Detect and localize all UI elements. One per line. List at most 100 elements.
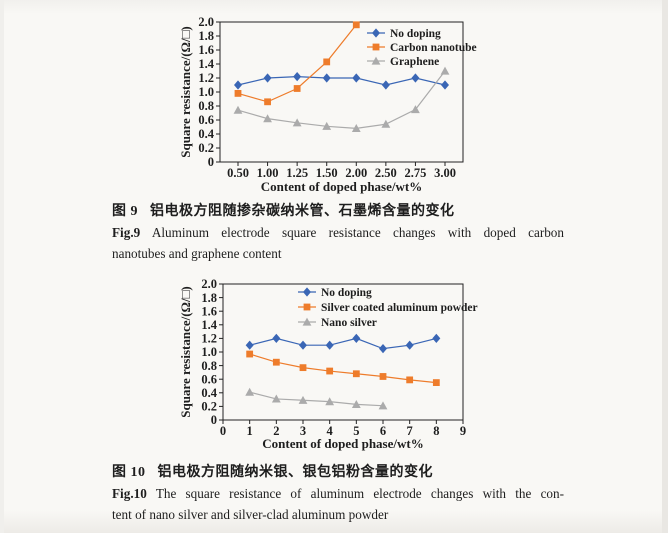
x-axis-title: Content of doped phase/wt%: [262, 436, 423, 451]
series-no-doping: [245, 333, 441, 354]
y-tick-label: 1.2: [201, 332, 217, 346]
square-marker-icon: [372, 43, 380, 51]
diamond-marker-icon: [379, 344, 387, 354]
y-tick-label: 1.0: [198, 85, 214, 99]
fig10-caption-zh-text: 铝电极方阻随纳米银、银包铝粉含量的变化: [157, 465, 433, 480]
triangle-marker-icon: [378, 401, 388, 410]
fig10-caption-en-line2: tent of nano silver and silver-clad alum…: [112, 507, 389, 522]
series-silver-coated-aluminum-powder: [246, 350, 440, 386]
fig9-line-chart: 00.20.40.60.81.01.21.41.61.82.0 0.50 1.00 1…: [178, 15, 477, 194]
legend-label: No doping: [390, 28, 441, 40]
fig10-caption-en-line1: Fig.10 The square resistance of aluminum…: [112, 483, 564, 504]
y-tick-label: 2.0: [201, 277, 217, 291]
y-tick-label: 0.4: [201, 386, 217, 400]
y-tick-label: 0.6: [198, 113, 214, 127]
triangle-marker-icon: [298, 395, 308, 404]
x-tick-label: 7: [407, 424, 413, 438]
triangle-marker-icon: [440, 66, 450, 75]
legend-label: No doping: [321, 287, 372, 299]
series-graphene: [233, 66, 450, 132]
diamond-marker-icon: [234, 80, 242, 90]
diamond-marker-icon: [303, 287, 311, 297]
diamond-marker-icon: [405, 340, 414, 350]
diamond-marker-icon: [352, 73, 361, 83]
x-tick-label: 9: [460, 424, 466, 438]
diamond-marker-icon: [245, 340, 254, 350]
x-tick-label: 1.00: [257, 166, 279, 180]
square-marker-icon: [299, 364, 307, 372]
square-marker-icon: [293, 85, 301, 92]
triangle-marker-icon: [325, 397, 335, 406]
x-tick-label: 2.00: [345, 166, 367, 180]
axes: 00.20.40.60.81.01.21.41.61.82.0 0.50 1.00 1…: [178, 15, 464, 194]
square-marker-icon: [303, 303, 311, 311]
y-tick-label: 0: [211, 413, 217, 427]
legend-item: Silver coated aluminum powder: [298, 302, 478, 314]
y-axis-title: Square resistance/(Ω/□): [178, 286, 193, 418]
y-tick-label: 1.4: [201, 318, 217, 332]
square-marker-icon: [326, 367, 334, 375]
series-no-doping: [234, 72, 449, 90]
y-tick-label: 0.2: [201, 400, 217, 414]
fig10-caption-zh: 图 10 铝电极方阻随纳米银、银包铝粉含量的变化: [112, 462, 564, 483]
x-tick-label: 1: [247, 424, 253, 438]
x-tick-label: 3.00: [434, 166, 456, 180]
square-marker-icon: [264, 98, 271, 106]
fig9-caption-en-label: Fig.9: [112, 225, 141, 240]
legend-item: No doping: [298, 287, 372, 299]
series-nano-silver: [245, 387, 388, 410]
diamond-marker-icon: [381, 80, 390, 90]
y-tick-label: 2.0: [198, 15, 214, 29]
y-tick-label: 0: [208, 155, 214, 169]
x-tick-label: 1.50: [316, 166, 338, 180]
y-tick-label: 1.0: [201, 345, 217, 359]
diamond-marker-icon: [263, 73, 272, 83]
x-axis-title: Content of doped phase/wt%: [261, 179, 422, 194]
fig9-caption-zh-text: 铝电极方阻随掺杂碳纳米管、石墨烯含量的变化: [150, 204, 455, 219]
x-tick-label: 2: [273, 424, 279, 438]
square-marker-icon: [352, 21, 360, 29]
legend-item: Nano silver: [298, 317, 377, 329]
square-marker-icon: [379, 373, 387, 380]
x-tick-label: 0.50: [227, 166, 249, 180]
y-tick-label: 1.8: [201, 291, 217, 305]
scan-edge-left: [0, 0, 4, 533]
y-tick-label: 0.8: [201, 359, 217, 373]
y-tick-label: 1.2: [198, 71, 214, 85]
triangle-marker-icon: [371, 56, 381, 65]
legend-label: Graphene: [390, 56, 439, 68]
square-marker-icon: [352, 370, 360, 378]
x-tick-label: 6: [380, 424, 386, 438]
y-tick-label: 1.8: [198, 29, 214, 43]
diamond-marker-icon: [432, 333, 441, 343]
x-tick-label: 5: [353, 424, 359, 438]
legend-label: Nano silver: [321, 317, 377, 329]
triangle-marker-icon: [233, 105, 243, 114]
y-tick-label: 0.6: [201, 372, 217, 386]
triangle-marker-icon: [351, 124, 361, 132]
x-tick-label: 0: [220, 424, 226, 438]
y-axis-title: Square resistance/(Ω/□): [178, 26, 193, 158]
diamond-marker-icon: [411, 73, 420, 83]
square-marker-icon: [246, 350, 254, 358]
scan-edge-right: [662, 0, 668, 533]
diamond-marker-icon: [372, 28, 380, 38]
fig9-caption-zh: 图 9 铝电极方阻随掺杂碳纳米管、石墨烯含量的变化: [112, 201, 564, 222]
axes: 00.20.40.60.81.01.21.41.61.82.0 0 1 2 3 4 5 6 7 8…: [178, 277, 466, 451]
triangle-marker-icon: [292, 118, 302, 127]
x-tick-label: 4: [327, 424, 334, 438]
fig9-caption-en-line1: Fig.9 Aluminum electrode square resistan…: [112, 222, 564, 243]
series-carbon-nanotube: [234, 21, 360, 106]
triangle-marker-icon: [411, 105, 420, 114]
y-tick-label: 1.4: [198, 57, 214, 71]
fig10-caption-en-text1: The square resistance of aluminum electr…: [155, 486, 565, 501]
y-tick-label: 1.6: [201, 304, 217, 318]
y-tick-label: 0.4: [198, 127, 214, 141]
legend-item: No doping: [367, 28, 441, 40]
fig10-caption: 图 10 铝电极方阻随纳米银、银包铝粉含量的变化 Fig.10 The squar…: [112, 462, 564, 525]
legend-item: Carbon nanotube: [367, 42, 477, 54]
y-tick-label: 0.2: [198, 141, 214, 155]
square-marker-icon: [234, 90, 242, 97]
y-tick-label: 0.8: [198, 99, 214, 113]
triangle-marker-icon: [302, 317, 312, 326]
